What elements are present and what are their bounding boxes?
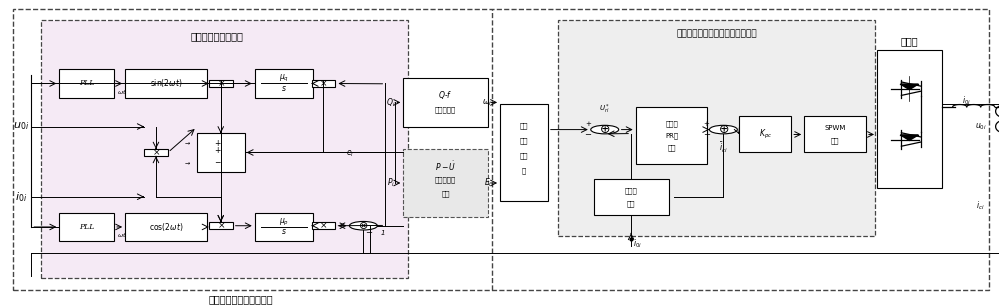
Bar <box>197 133 245 172</box>
Text: $\omega_i$: $\omega_i$ <box>482 97 492 108</box>
Text: $P_i$: $P_i$ <box>387 177 395 189</box>
Text: 准谐振: 准谐振 <box>665 120 678 127</box>
Text: $\oplus$: $\oplus$ <box>599 123 610 136</box>
Circle shape <box>709 125 737 134</box>
Text: +: + <box>585 121 591 127</box>
Text: 调制: 调制 <box>831 138 839 144</box>
Text: PLL: PLL <box>79 79 94 87</box>
Bar <box>403 149 488 217</box>
Text: →: → <box>184 140 189 145</box>
Text: $Q\text{-}f$: $Q\text{-}f$ <box>438 89 453 101</box>
Text: $u_{0i}$: $u_{0i}$ <box>13 121 29 132</box>
Bar <box>500 104 548 201</box>
Text: 阻抗: 阻抗 <box>627 201 635 207</box>
Polygon shape <box>900 135 918 140</box>
Text: $\mu_q$: $\mu_q$ <box>279 73 289 84</box>
Bar <box>209 80 233 87</box>
Bar <box>41 20 408 278</box>
Bar <box>636 107 707 164</box>
Text: SPWM: SPWM <box>824 125 846 131</box>
Text: 器: 器 <box>522 168 526 174</box>
Bar <box>804 116 866 152</box>
Bar <box>59 213 114 241</box>
Text: $\otimes$: $\otimes$ <box>358 220 369 231</box>
Text: 基于虚拟复阻抗的电压电流双闭环: 基于虚拟复阻抗的电压电流双闭环 <box>676 29 757 38</box>
Text: $\times$: $\times$ <box>319 221 328 230</box>
Text: $U^*_{ri}$: $U^*_{ri}$ <box>599 103 610 116</box>
Text: $i_{0i}$: $i_{0i}$ <box>633 238 642 250</box>
Text: $Q_i$: $Q_i$ <box>386 96 395 109</box>
Text: 低延时鲁棒功率下垂控制: 低延时鲁棒功率下垂控制 <box>208 294 273 304</box>
Text: $s$: $s$ <box>281 227 287 236</box>
Bar <box>255 69 313 98</box>
Text: $s$: $s$ <box>281 84 287 93</box>
Circle shape <box>591 125 619 134</box>
Text: 生成: 生成 <box>520 152 528 159</box>
Text: 正弦: 正弦 <box>520 122 528 129</box>
Text: $\omega t$: $\omega t$ <box>117 232 127 239</box>
Text: 制器: 制器 <box>441 190 450 197</box>
Text: $\times$: $\times$ <box>217 79 225 88</box>
Text: $\times$: $\times$ <box>319 79 328 88</box>
Text: −: − <box>215 158 221 167</box>
Text: +: + <box>703 121 709 127</box>
Text: −: − <box>584 131 591 140</box>
Bar <box>125 213 207 241</box>
Text: $P-\dot{U}$: $P-\dot{U}$ <box>435 159 456 173</box>
Text: +: + <box>215 146 221 155</box>
Text: $E_i$: $E_i$ <box>484 177 492 189</box>
Text: $u_{0i}$: $u_{0i}$ <box>975 121 987 132</box>
Bar <box>739 116 791 152</box>
Text: $K_{pc}$: $K_{pc}$ <box>759 128 772 141</box>
Polygon shape <box>900 84 918 90</box>
Circle shape <box>349 221 377 230</box>
Text: PR控: PR控 <box>665 132 678 139</box>
Bar <box>312 222 335 229</box>
Text: →: → <box>184 160 189 165</box>
Text: −: − <box>365 228 372 237</box>
Bar <box>144 149 168 156</box>
Bar <box>594 179 669 215</box>
Bar <box>877 50 942 188</box>
Bar <box>125 69 207 98</box>
Text: $i_{0i}$: $i_{0i}$ <box>962 94 971 107</box>
Bar <box>209 222 233 229</box>
Bar <box>255 213 313 241</box>
Bar <box>558 20 875 237</box>
Text: $\times$: $\times$ <box>152 148 160 157</box>
Text: 制器: 制器 <box>667 144 676 151</box>
Text: 信号: 信号 <box>520 137 528 144</box>
Text: 逆变器: 逆变器 <box>901 36 918 46</box>
Text: 低延时功率计算方法: 低延时功率计算方法 <box>191 31 244 42</box>
Text: 虚拟复: 虚拟复 <box>625 187 638 194</box>
Text: 下垂控制器: 下垂控制器 <box>435 107 456 113</box>
Text: PLL: PLL <box>79 223 94 231</box>
Bar <box>403 78 488 127</box>
Text: $\bar{i}_{ci}$: $\bar{i}_{ci}$ <box>719 141 728 155</box>
Text: $e_i$: $e_i$ <box>346 149 354 159</box>
Text: 1: 1 <box>381 230 386 236</box>
Text: $\cos(2\omega t)$: $\cos(2\omega t)$ <box>149 221 183 233</box>
Bar <box>312 80 335 87</box>
Text: $i_{0i}$: $i_{0i}$ <box>15 190 27 204</box>
Text: $\mu_p$: $\mu_p$ <box>279 217 289 228</box>
Text: $\omega t$: $\omega t$ <box>117 88 127 96</box>
Text: $\times$: $\times$ <box>217 221 225 230</box>
Text: $\oplus$: $\oplus$ <box>718 123 729 136</box>
Text: 鲁棒下垂控: 鲁棒下垂控 <box>435 177 456 183</box>
Text: +: + <box>215 139 221 148</box>
Text: $i_{ci}$: $i_{ci}$ <box>976 200 985 212</box>
Bar <box>59 69 114 98</box>
Text: $\sin(2\omega t)$: $\sin(2\omega t)$ <box>150 78 182 90</box>
Text: −: − <box>703 131 710 140</box>
